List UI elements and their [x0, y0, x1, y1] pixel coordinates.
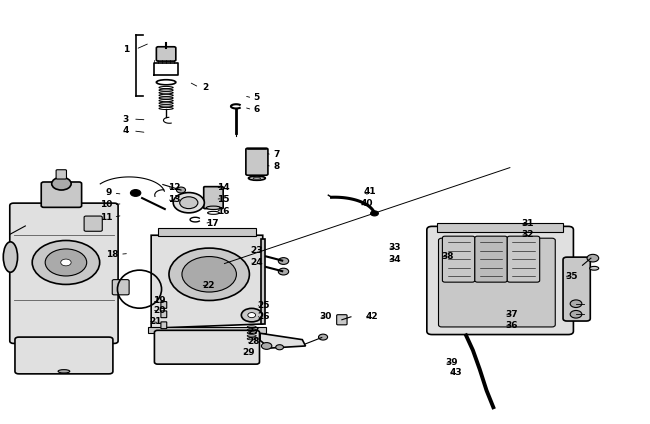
- Text: 17: 17: [205, 219, 218, 229]
- Text: 6: 6: [254, 105, 260, 114]
- Text: 21: 21: [150, 317, 162, 326]
- FancyBboxPatch shape: [261, 240, 265, 324]
- Text: 27: 27: [247, 326, 260, 336]
- Text: 3: 3: [123, 114, 129, 123]
- Ellipse shape: [206, 206, 220, 209]
- Circle shape: [241, 308, 262, 322]
- Circle shape: [52, 177, 71, 190]
- Ellipse shape: [590, 266, 599, 270]
- Ellipse shape: [253, 177, 261, 179]
- Text: 24: 24: [250, 258, 263, 267]
- Circle shape: [179, 197, 198, 209]
- Text: 23: 23: [250, 246, 263, 255]
- Text: 33: 33: [389, 243, 401, 252]
- Text: 29: 29: [242, 348, 255, 357]
- Text: 20: 20: [153, 306, 166, 315]
- Circle shape: [32, 240, 99, 285]
- FancyBboxPatch shape: [158, 229, 256, 236]
- Text: 2: 2: [202, 83, 208, 92]
- FancyBboxPatch shape: [427, 226, 573, 335]
- Text: 39: 39: [446, 358, 458, 367]
- Polygon shape: [260, 333, 306, 348]
- Text: 37: 37: [505, 310, 518, 319]
- Text: 28: 28: [247, 337, 259, 346]
- FancyBboxPatch shape: [161, 311, 167, 318]
- Text: 34: 34: [389, 255, 401, 264]
- Text: 5: 5: [254, 93, 260, 102]
- FancyBboxPatch shape: [203, 187, 223, 209]
- Text: 41: 41: [364, 187, 376, 196]
- Text: 10: 10: [100, 200, 112, 209]
- Circle shape: [570, 300, 582, 307]
- FancyBboxPatch shape: [475, 236, 507, 282]
- Circle shape: [370, 211, 378, 216]
- Text: 30: 30: [320, 312, 332, 321]
- Text: 36: 36: [505, 321, 518, 330]
- Text: 35: 35: [565, 272, 577, 281]
- Text: 32: 32: [521, 230, 534, 239]
- Text: 22: 22: [202, 282, 214, 290]
- Circle shape: [261, 343, 272, 349]
- Ellipse shape: [207, 212, 219, 214]
- Circle shape: [570, 310, 582, 318]
- Circle shape: [248, 312, 255, 318]
- Text: 15: 15: [216, 195, 229, 204]
- FancyBboxPatch shape: [84, 216, 102, 231]
- Text: 16: 16: [216, 206, 229, 216]
- Circle shape: [169, 248, 250, 301]
- Text: 13: 13: [168, 195, 181, 204]
- FancyBboxPatch shape: [148, 327, 266, 333]
- FancyBboxPatch shape: [112, 279, 129, 295]
- FancyBboxPatch shape: [155, 330, 259, 364]
- Text: 12: 12: [168, 183, 181, 192]
- FancyBboxPatch shape: [246, 148, 268, 175]
- Text: 38: 38: [442, 252, 454, 261]
- Circle shape: [60, 259, 71, 266]
- FancyBboxPatch shape: [443, 236, 475, 282]
- Circle shape: [278, 258, 289, 265]
- FancyBboxPatch shape: [41, 182, 82, 207]
- Text: 14: 14: [216, 183, 229, 192]
- Text: 43: 43: [450, 368, 462, 377]
- FancyBboxPatch shape: [337, 315, 347, 325]
- Circle shape: [173, 192, 204, 213]
- Polygon shape: [151, 235, 263, 328]
- FancyBboxPatch shape: [157, 47, 176, 61]
- FancyBboxPatch shape: [56, 170, 66, 179]
- Text: 8: 8: [273, 162, 280, 171]
- Circle shape: [46, 249, 86, 276]
- FancyBboxPatch shape: [507, 236, 540, 282]
- Circle shape: [176, 187, 185, 193]
- FancyBboxPatch shape: [439, 238, 555, 327]
- Text: 9: 9: [106, 189, 112, 198]
- FancyBboxPatch shape: [10, 203, 118, 343]
- FancyBboxPatch shape: [563, 257, 590, 321]
- Text: 40: 40: [361, 199, 373, 208]
- Ellipse shape: [3, 242, 18, 272]
- Circle shape: [276, 345, 283, 350]
- Circle shape: [131, 190, 141, 196]
- Text: 42: 42: [365, 312, 378, 321]
- Text: 4: 4: [123, 126, 129, 135]
- FancyBboxPatch shape: [161, 301, 167, 308]
- Circle shape: [278, 268, 289, 275]
- Ellipse shape: [58, 370, 70, 373]
- Text: 26: 26: [257, 312, 269, 321]
- Circle shape: [182, 257, 237, 292]
- FancyBboxPatch shape: [15, 337, 113, 374]
- Text: 31: 31: [521, 219, 534, 229]
- Text: 19: 19: [153, 296, 166, 305]
- Circle shape: [587, 254, 599, 262]
- Circle shape: [318, 334, 328, 340]
- Text: 7: 7: [273, 151, 280, 159]
- Text: 1: 1: [123, 45, 129, 54]
- Text: 18: 18: [106, 250, 119, 259]
- FancyBboxPatch shape: [437, 223, 563, 232]
- FancyBboxPatch shape: [161, 322, 167, 329]
- Text: 11: 11: [99, 212, 112, 222]
- Text: 25: 25: [257, 301, 269, 310]
- Ellipse shape: [248, 176, 265, 180]
